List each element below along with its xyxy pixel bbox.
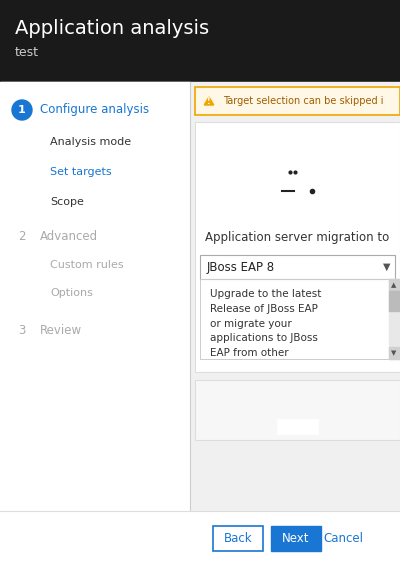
Bar [389, 347, 399, 359]
Bar [278, 420, 318, 434]
Text: Target selection can be skipped i: Target selection can be skipped i [223, 96, 384, 106]
Circle shape [12, 100, 32, 120]
Bar [389, 291, 399, 311]
Bar [213, 526, 263, 551]
Bar [200, 279, 400, 359]
Bar [389, 279, 399, 291]
Bar [0, 82, 190, 511]
Text: Upgrade to the latest
Release of JBoss EAP
or migrate your
applications to JBoss: Upgrade to the latest Release of JBoss E… [210, 289, 321, 358]
Bar [195, 87, 400, 115]
Bar [195, 380, 400, 440]
Text: JBoss EAP 8: JBoss EAP 8 [207, 260, 275, 273]
Bar [200, 255, 395, 279]
Bar [0, 511, 400, 566]
Bar [195, 87, 400, 115]
Bar [195, 122, 400, 372]
Bar [200, 255, 395, 279]
Text: ▼: ▼ [391, 350, 397, 356]
Text: ▲: ▲ [391, 282, 397, 288]
Text: 3: 3 [18, 324, 26, 337]
Text: Custom rules: Custom rules [50, 260, 124, 270]
Bar [200, 279, 400, 359]
Text: Back: Back [224, 532, 252, 545]
Bar [0, 82, 400, 566]
Text: Analysis mode: Analysis mode [50, 137, 131, 147]
Bar [280, 162, 314, 182]
Text: Options: Options [50, 288, 93, 298]
Text: Advanced: Advanced [40, 230, 98, 243]
Text: Set targets: Set targets [50, 167, 112, 177]
Bar [213, 526, 263, 551]
Text: !: ! [207, 97, 211, 106]
Text: Application analysis: Application analysis [15, 19, 209, 37]
Polygon shape [204, 97, 214, 105]
Text: 2: 2 [18, 230, 26, 243]
Bar [195, 122, 400, 372]
Text: ▼: ▼ [383, 262, 391, 272]
Bar [195, 380, 400, 440]
Text: Application server migration to: Application server migration to [205, 230, 390, 243]
Bar [271, 526, 321, 551]
Bar [0, 0, 400, 82]
Text: 1: 1 [18, 105, 26, 115]
Text: Cancel: Cancel [323, 532, 363, 545]
Text: Next: Next [282, 532, 310, 545]
Text: Review: Review [40, 324, 82, 337]
Bar [272, 182, 322, 200]
Bar [389, 279, 399, 359]
Text: Configure analysis: Configure analysis [40, 104, 149, 117]
Text: Scope: Scope [50, 197, 84, 207]
Text: test: test [15, 45, 39, 58]
